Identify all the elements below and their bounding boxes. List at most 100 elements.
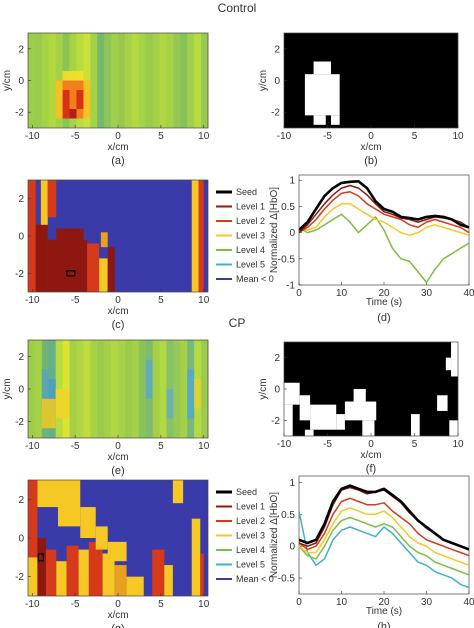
level-block	[56, 561, 67, 596]
series-line-level-4	[299, 516, 469, 576]
heatmap-column	[152, 340, 160, 438]
heatmap-column	[111, 340, 119, 438]
x-tick-label: 30	[421, 597, 433, 608]
level-block	[56, 228, 84, 240]
x-tick-label: 10	[452, 439, 464, 450]
heatmap-column	[118, 33, 126, 128]
heatmap-column	[34, 33, 43, 128]
level-block	[47, 180, 57, 218]
legend-entry: Level 1	[236, 202, 265, 212]
y-tick-label: 0.5	[281, 510, 295, 521]
x-tick-label: 5	[158, 131, 164, 142]
x-tick-label: -10	[25, 441, 40, 452]
heatmap-column	[104, 33, 112, 128]
x-tick-label: 20	[378, 288, 390, 299]
heatmap-column	[152, 33, 160, 128]
level-block	[99, 258, 108, 292]
mask-region	[330, 115, 340, 125]
y-tick-label: 2	[18, 495, 24, 506]
legend-entry: Level 5	[236, 560, 265, 570]
series-line-level-5	[299, 510, 469, 589]
level-block	[191, 518, 201, 596]
panel-label: (h)	[377, 621, 390, 628]
legend-entry: Level 1	[236, 502, 265, 512]
cp-group-title: CP	[229, 316, 246, 330]
x-tick-label: -5	[71, 295, 80, 306]
heatmap-blob	[166, 389, 174, 419]
x-tick-label: -5	[71, 441, 80, 452]
heatmap-column	[201, 33, 209, 128]
heatmap-column	[76, 340, 84, 438]
level-block	[100, 232, 108, 248]
heatmap-column	[180, 340, 188, 438]
heatmap-column	[28, 340, 36, 438]
level-block	[78, 549, 89, 596]
mask-region	[411, 414, 420, 436]
heatmap-column	[48, 33, 57, 128]
legend-entry: Seed	[236, 487, 257, 497]
level-block	[126, 576, 144, 596]
control-group-title: Control	[218, 1, 257, 15]
level-block	[87, 243, 100, 292]
timeseries-panel-h: 0 10 20 30 40 1 0.5 0 -0.5 Time (s) Normalized Δ[H…	[269, 475, 474, 628]
series-line-level-3	[299, 203, 469, 236]
y-tick-label: -1	[286, 281, 295, 292]
x-tick-label: 20	[378, 597, 390, 608]
x-tick-label: 5	[158, 441, 164, 452]
heatmap-blob	[69, 109, 77, 119]
y-tick-label: 0	[289, 542, 295, 553]
y-tick-label: 0	[18, 232, 24, 243]
legend-entry: Seed	[236, 187, 257, 197]
mask-region	[310, 404, 337, 430]
x-tick-label: -10	[25, 599, 40, 610]
x-tick-label: -10	[277, 439, 292, 450]
level-block	[114, 565, 127, 596]
mask-region	[313, 115, 326, 125]
y-tick-label: -2	[15, 417, 24, 428]
heatmap-column	[173, 340, 181, 438]
mask-panel-b: -10 -5 0 5 10 2 0 -2 x/cm y/cm (b)	[258, 32, 464, 167]
x-tick-label: 0	[296, 288, 302, 299]
series-line-level-2	[299, 497, 469, 557]
x-axis-label: x/cm	[360, 142, 381, 153]
mask-region	[451, 342, 458, 377]
legend-entry: Mean < 0	[236, 574, 274, 584]
mask-region	[437, 395, 448, 411]
series-line-seed	[299, 484, 469, 551]
legend-entry: Level 3	[236, 231, 265, 241]
y-tick-label: -0.5	[278, 254, 296, 265]
heatmap-column	[97, 33, 105, 128]
panel-label: (g)	[111, 623, 124, 628]
x-tick-label: 5	[412, 131, 418, 142]
y-tick-label: 0.5	[281, 202, 295, 213]
level-block	[107, 247, 115, 292]
level-block	[88, 541, 103, 596]
heatmap-column	[131, 340, 140, 438]
x-tick-label: 10	[452, 131, 464, 142]
level-map-panel-g: -10 -5 0 5 10 2 0 -2 x/cm (g) Seed Level 1 Level 2 Le…	[15, 479, 274, 628]
level-block	[172, 480, 184, 504]
y-axis-label: y/cm	[2, 70, 13, 91]
level-block	[37, 480, 58, 508]
heatmap-column	[201, 340, 209, 438]
seed-marker	[66, 270, 76, 277]
x-tick-label: 0	[368, 131, 374, 142]
y-tick-label: 0	[289, 228, 295, 239]
level-block	[28, 480, 38, 558]
heatmap-blob	[41, 398, 56, 429]
x-axis-label: x/cm	[107, 610, 128, 621]
level-block	[80, 507, 96, 538]
level-block	[58, 480, 81, 527]
y-tick-label: -2	[271, 416, 280, 427]
y-tick-label: 2	[274, 353, 280, 364]
y-tick-label: -0.5	[278, 574, 296, 585]
x-tick-label: 0	[115, 295, 121, 306]
x-tick-label: -5	[71, 131, 80, 142]
mask-region	[344, 401, 377, 421]
y-axis-label: Normalized Δ[HbO]	[269, 492, 280, 578]
x-tick-label: 10	[198, 295, 210, 306]
level-block	[35, 224, 48, 292]
heatmap-column	[180, 33, 188, 128]
heatmap-column	[124, 33, 133, 128]
